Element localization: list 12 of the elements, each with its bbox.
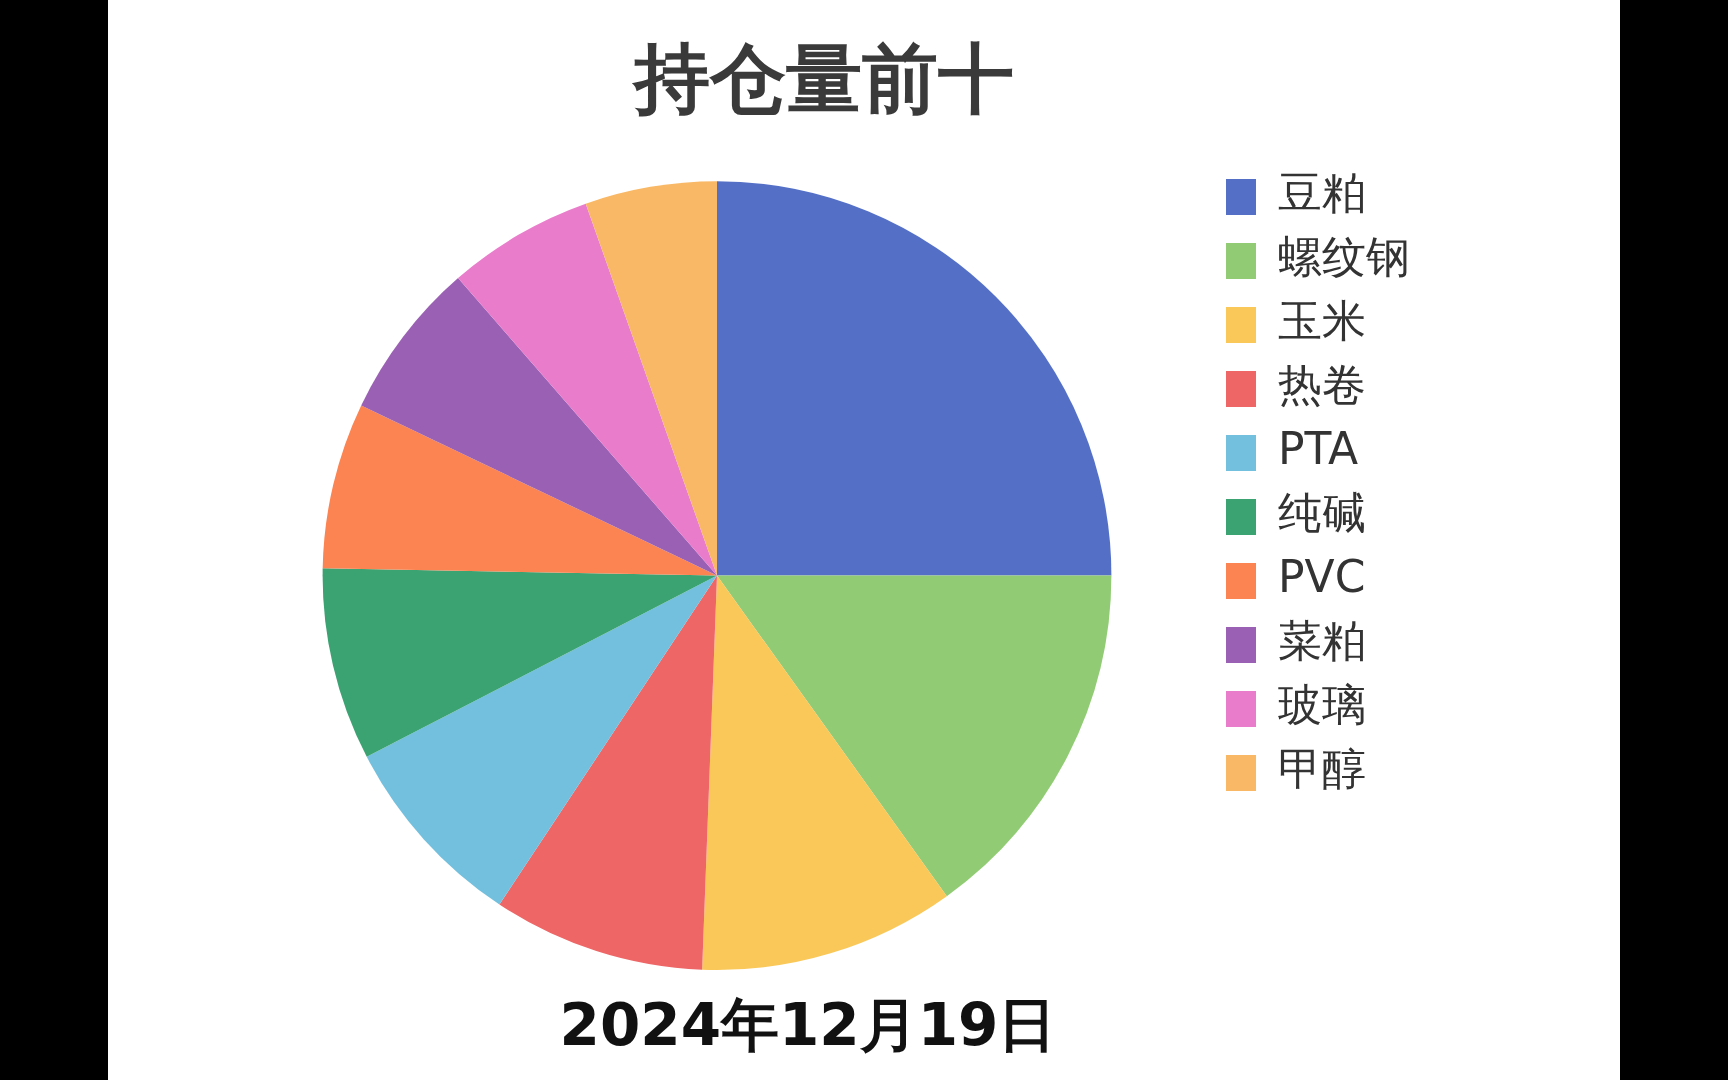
legend-label: 菜粕: [1278, 615, 1366, 667]
legend-label: 玉米: [1278, 295, 1366, 347]
legend-label: 纯碱: [1278, 487, 1366, 539]
legend-label: 玻璃: [1278, 679, 1366, 731]
chart-title: 持仓量前十: [631, 34, 1014, 124]
legend-label: PVC: [1278, 551, 1366, 603]
text: 2024年12月19日: [559, 991, 1057, 1060]
legend-label: 热卷: [1278, 359, 1366, 411]
legend-label: 豆粕: [1278, 167, 1366, 219]
legend-label: PTA: [1278, 423, 1359, 475]
legend-label: 螺纹钢: [1278, 231, 1410, 283]
legend-label: 甲醇: [1278, 743, 1366, 795]
